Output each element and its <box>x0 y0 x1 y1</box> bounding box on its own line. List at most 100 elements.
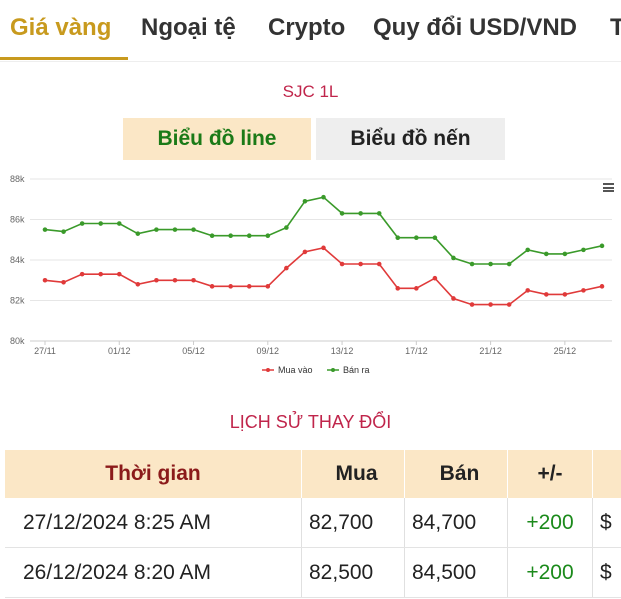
data-point <box>42 277 48 283</box>
data-point <box>358 211 363 216</box>
data-point <box>432 275 438 281</box>
candle-chart-button[interactable]: Biểu đồ nến <box>316 118 505 160</box>
line-chart-button[interactable]: Biểu đồ line <box>123 118 311 160</box>
data-point <box>599 243 605 249</box>
data-point <box>246 284 252 289</box>
data-point <box>488 261 493 267</box>
data-point <box>42 227 48 232</box>
data-point <box>525 247 531 253</box>
data-point <box>469 302 475 307</box>
data-point <box>302 198 308 204</box>
row-sell: 84,500 <box>405 548 508 597</box>
data-point <box>116 221 122 226</box>
data-point <box>98 221 103 226</box>
data-point <box>191 277 196 283</box>
header-sell: Bán <box>405 450 508 498</box>
row-diff: +200 <box>508 548 593 597</box>
data-point <box>79 221 85 226</box>
data-point <box>544 251 549 257</box>
data-point <box>376 211 382 216</box>
tab-overflow[interactable]: T <box>610 14 621 42</box>
data-point <box>154 277 159 283</box>
header-extra <box>593 450 621 498</box>
row-time: 26/12/2024 8:20 AM <box>5 548 302 597</box>
data-point <box>228 233 233 238</box>
category-tabs: Giá vàng Ngoại tệ Crypto Quy đổi USD/VND… <box>0 0 621 62</box>
x-tick-label: 17/12 <box>405 346 428 356</box>
data-point <box>246 233 252 238</box>
data-point <box>98 271 103 277</box>
table-header: Thời gian Mua Bán +/- <box>5 450 621 498</box>
data-point <box>395 286 401 291</box>
legend-marker <box>266 368 270 372</box>
data-point <box>265 284 271 289</box>
legend-marker <box>331 368 335 372</box>
data-point <box>302 249 308 255</box>
data-point <box>432 235 438 241</box>
data-point <box>376 261 382 267</box>
table-row[interactable]: 26/12/2024 8:20 AM 82,500 84,500 +200 $ <box>5 548 621 598</box>
y-tick-label: 84k <box>10 255 25 265</box>
data-point <box>209 233 215 238</box>
tab-crypto[interactable]: Crypto <box>268 14 346 41</box>
tab-gia-vang[interactable]: Giá vàng <box>10 14 112 41</box>
data-point <box>581 288 586 293</box>
data-point <box>525 288 531 293</box>
data-point <box>135 282 141 287</box>
y-tick-label: 86k <box>10 215 25 225</box>
data-point <box>284 265 289 271</box>
data-point <box>469 261 475 267</box>
data-point <box>506 261 512 267</box>
data-point <box>135 231 141 236</box>
price-chart: 80k 82k 84k 86k 88k 27/11 01/12 05/12 09/12 13/12… <box>10 174 612 375</box>
data-point <box>562 251 568 257</box>
x-tick-label: 21/12 <box>479 346 502 356</box>
row-time: 27/12/2024 8:25 AM <box>5 498 302 547</box>
active-tab-indicator <box>0 57 128 60</box>
row-buy: 82,700 <box>302 498 405 547</box>
data-point <box>79 271 85 277</box>
y-tick-label: 82k <box>10 296 25 306</box>
data-point <box>284 225 289 230</box>
history-title: LỊCH SỬ THAY ĐỔI <box>229 412 392 432</box>
x-tick-label: 13/12 <box>331 346 354 356</box>
header-diff: +/- <box>508 450 593 498</box>
data-point <box>172 227 178 232</box>
history-table: Thời gian Mua Bán +/- 27/12/2024 8:25 AM… <box>5 450 621 598</box>
tab-quy-doi[interactable]: Quy đổi USD/VND <box>373 14 578 41</box>
data-point <box>321 245 326 251</box>
hamburger-menu-icon[interactable] <box>603 183 614 192</box>
x-tick-label: 09/12 <box>257 346 280 356</box>
row-sell: 84,700 <box>405 498 508 547</box>
x-tick-label: 05/12 <box>182 346 205 356</box>
data-point <box>321 194 326 200</box>
data-point <box>116 271 122 277</box>
tab-ngoai-te[interactable]: Ngoại tệ <box>141 14 236 41</box>
data-point <box>562 292 568 297</box>
row-extra: $ <box>600 560 612 584</box>
data-point <box>358 261 363 267</box>
x-tick-label: 27/11 <box>34 346 56 356</box>
row-buy: 82,500 <box>302 548 405 597</box>
data-point <box>209 284 215 289</box>
data-point <box>414 286 419 291</box>
data-point <box>61 229 66 234</box>
data-point <box>599 284 605 289</box>
header-buy: Mua <box>302 450 405 498</box>
y-tick-label: 88k <box>10 174 25 184</box>
data-point <box>154 227 159 232</box>
legend-label: Mua vào <box>278 365 313 375</box>
data-point <box>228 284 233 289</box>
table-row[interactable]: 27/12/2024 8:25 AM 82,700 84,700 +200 $ <box>5 498 621 548</box>
data-point <box>265 233 271 238</box>
data-point <box>451 255 456 261</box>
data-point <box>172 277 178 283</box>
data-point <box>506 302 512 307</box>
data-point <box>339 261 345 267</box>
data-point <box>488 302 493 307</box>
data-point <box>395 235 401 241</box>
data-point <box>581 247 586 253</box>
data-point <box>544 292 549 297</box>
legend-label: Bán ra <box>343 365 370 375</box>
data-point <box>61 279 66 285</box>
